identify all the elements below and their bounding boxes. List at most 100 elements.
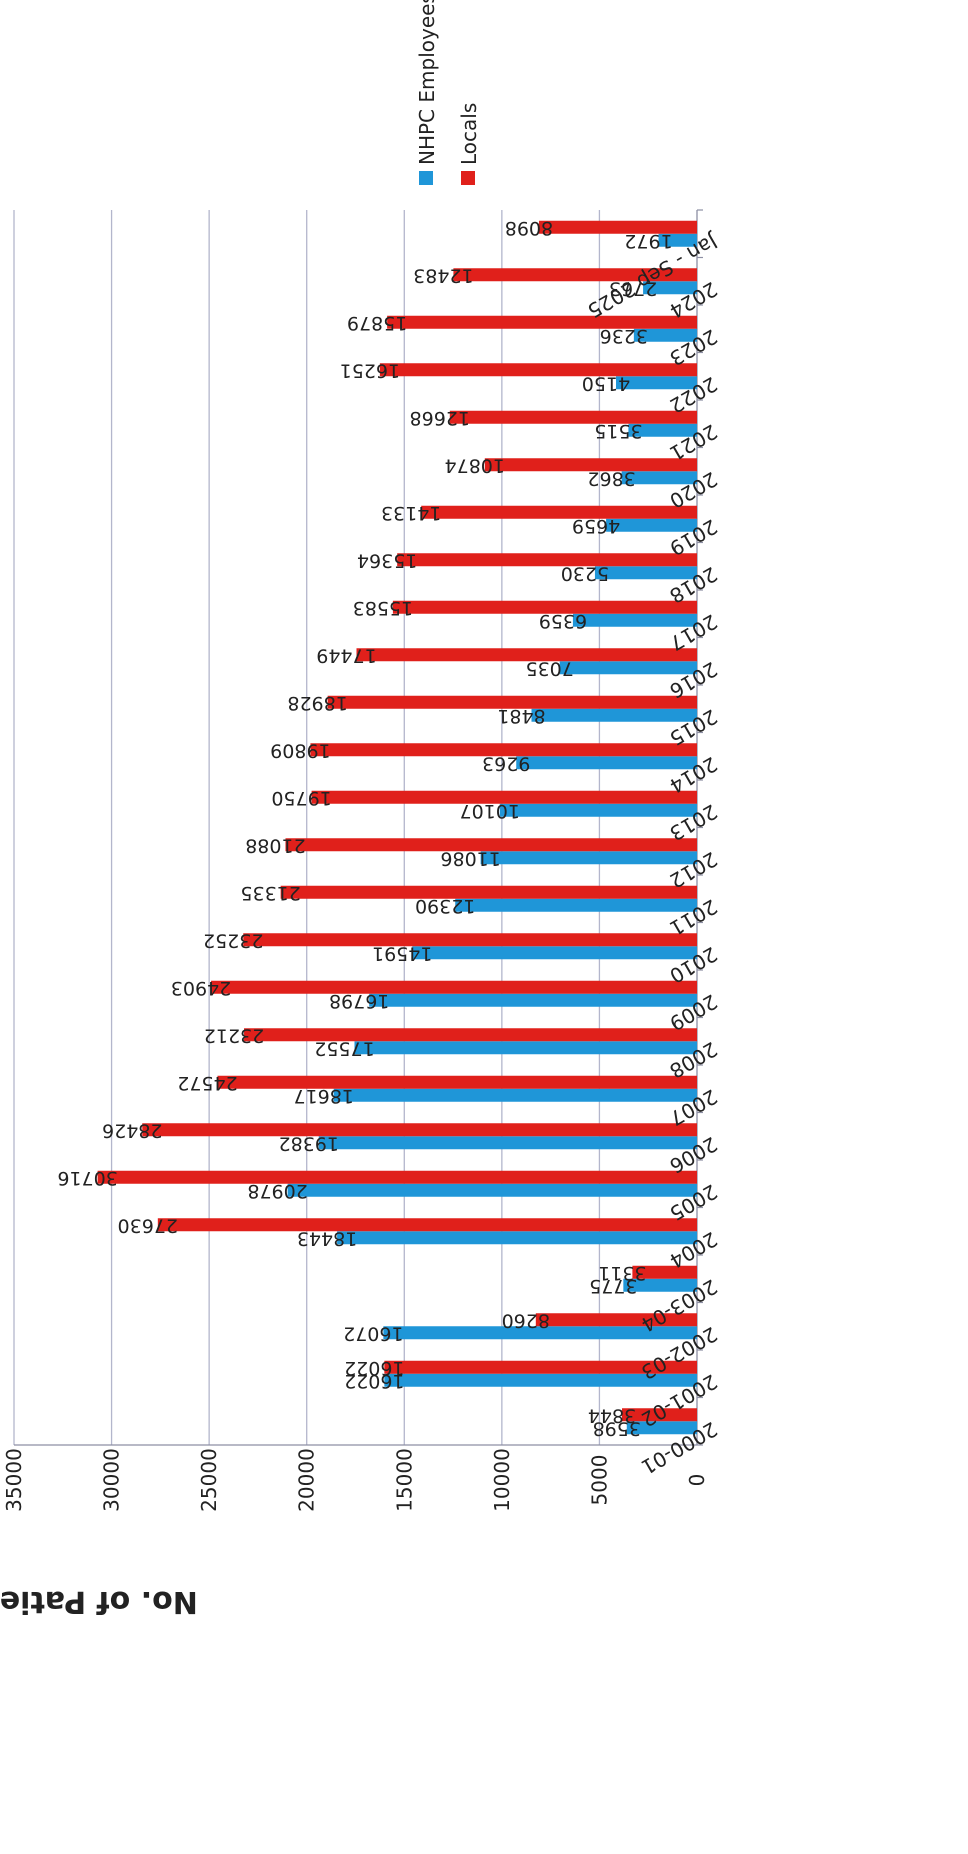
data-label: 21335 xyxy=(240,882,300,904)
bar-nhpc-employees xyxy=(606,518,697,532)
bar-nhpc-employees xyxy=(369,993,697,1007)
data-label: 5230 xyxy=(561,562,609,584)
legend-swatch-nhpc xyxy=(419,171,433,185)
y-tick-label: 20000 xyxy=(295,1448,319,1512)
data-label: 16072 xyxy=(343,1322,403,1344)
data-label: 3844 xyxy=(588,1404,636,1426)
data-label: 18443 xyxy=(297,1227,357,1249)
data-label: 14591 xyxy=(372,942,432,964)
data-label: 3862 xyxy=(587,467,635,489)
data-label: 12668 xyxy=(410,407,470,429)
data-label: 6359 xyxy=(539,610,587,632)
data-label: 3775 xyxy=(589,1275,637,1297)
data-label: 15879 xyxy=(347,312,407,334)
bar-locals xyxy=(217,1075,697,1089)
bar-nhpc-employees xyxy=(643,281,697,295)
data-label: 24903 xyxy=(171,977,231,999)
bar-locals xyxy=(142,1123,697,1137)
bar-locals xyxy=(280,885,697,899)
data-label: 8098 xyxy=(505,217,553,239)
bar-locals xyxy=(392,600,697,614)
bar-nhpc-employees xyxy=(626,1421,697,1435)
data-label: 8481 xyxy=(497,705,545,727)
data-label: 17449 xyxy=(316,644,376,666)
bar-locals xyxy=(285,838,697,852)
bar-locals xyxy=(356,648,697,662)
bar-locals xyxy=(538,220,697,234)
bar-nhpc-employees xyxy=(531,708,697,722)
bar-nhpc-employees xyxy=(499,803,697,817)
data-label: 23252 xyxy=(203,929,263,951)
bar-locals xyxy=(421,505,697,519)
legend-label-locals: Locals xyxy=(457,103,481,165)
data-label: 12483 xyxy=(413,264,473,286)
data-label: 3515 xyxy=(594,420,642,442)
data-label: 3598 xyxy=(593,1417,641,1439)
data-label: 11086 xyxy=(440,847,500,869)
data-label: 16251 xyxy=(340,359,400,381)
bar-locals xyxy=(449,410,697,424)
data-label: 9263 xyxy=(482,752,530,774)
bar-nhpc-employees xyxy=(412,946,697,960)
y-axis-title: No. of Patients xyxy=(0,1584,198,1619)
bar-locals xyxy=(484,458,697,472)
bars xyxy=(97,220,698,1435)
bar-locals xyxy=(632,1265,697,1279)
bar-locals xyxy=(327,695,697,709)
bar-locals xyxy=(453,268,697,282)
data-label: 3311 xyxy=(598,1262,646,1284)
bar-nhpc-employees xyxy=(287,1183,697,1197)
bar-locals xyxy=(244,1028,697,1042)
grid-lines xyxy=(13,209,703,1446)
bar-locals xyxy=(621,1408,697,1422)
data-label: 19382 xyxy=(279,1132,339,1154)
data-label: 15583 xyxy=(353,597,413,619)
data-label: 16798 xyxy=(329,990,389,1012)
bar-nhpc-employees xyxy=(594,566,697,580)
bar-nhpc-employees xyxy=(516,756,697,770)
bar-locals xyxy=(97,1170,698,1184)
bar-nhpc-employees xyxy=(572,613,697,627)
legend-swatch-locals xyxy=(461,171,475,185)
y-tick-label: 25000 xyxy=(197,1448,221,1512)
bar-nhpc-employees xyxy=(621,471,697,485)
bar-nhpc-employees xyxy=(616,376,697,390)
legend: NHPC Employees Locals xyxy=(415,0,481,185)
data-label: 27630 xyxy=(118,1214,178,1236)
data-label: 17552 xyxy=(314,1037,374,1059)
data-label: 7035 xyxy=(526,657,574,679)
data-label: 10874 xyxy=(445,454,505,476)
bar-locals xyxy=(379,363,697,377)
data-label: 18617 xyxy=(293,1085,353,1107)
y-tick-label: 0 xyxy=(685,1474,709,1487)
bar-locals xyxy=(397,553,697,567)
bar-nhpc-employees xyxy=(480,851,697,865)
data-label: 19750 xyxy=(271,787,331,809)
bar-nhpc-employees xyxy=(623,1278,697,1292)
bar-locals xyxy=(310,743,697,757)
y-tick-label: 15000 xyxy=(392,1448,416,1512)
bar-locals xyxy=(243,933,697,947)
data-label: 10107 xyxy=(460,800,520,822)
data-label: 16022 xyxy=(344,1370,404,1392)
bar-nhpc-employees xyxy=(633,328,697,342)
bar-nhpc-employees xyxy=(658,233,697,247)
bar-locals xyxy=(387,315,697,329)
y-tick-label: 35000 xyxy=(2,1448,26,1512)
data-label: 12390 xyxy=(415,895,475,917)
y-tick-label: 10000 xyxy=(490,1448,514,1512)
data-label: 21088 xyxy=(245,834,305,856)
bar-nhpc-employees xyxy=(383,1326,697,1340)
bar-nhpc-employees xyxy=(354,1041,697,1055)
data-label: 30716 xyxy=(57,1167,117,1189)
data-label: 28426 xyxy=(102,1119,162,1141)
bar-nhpc-employees xyxy=(455,898,697,912)
data-label: 14133 xyxy=(381,502,441,524)
bar-locals xyxy=(384,1360,697,1374)
y-tick-label: 5000 xyxy=(587,1455,611,1506)
data-label: 2763 xyxy=(609,277,657,299)
bar-locals xyxy=(535,1313,697,1327)
bar-nhpc-employees xyxy=(318,1136,697,1150)
data-label: 16022 xyxy=(344,1357,404,1379)
